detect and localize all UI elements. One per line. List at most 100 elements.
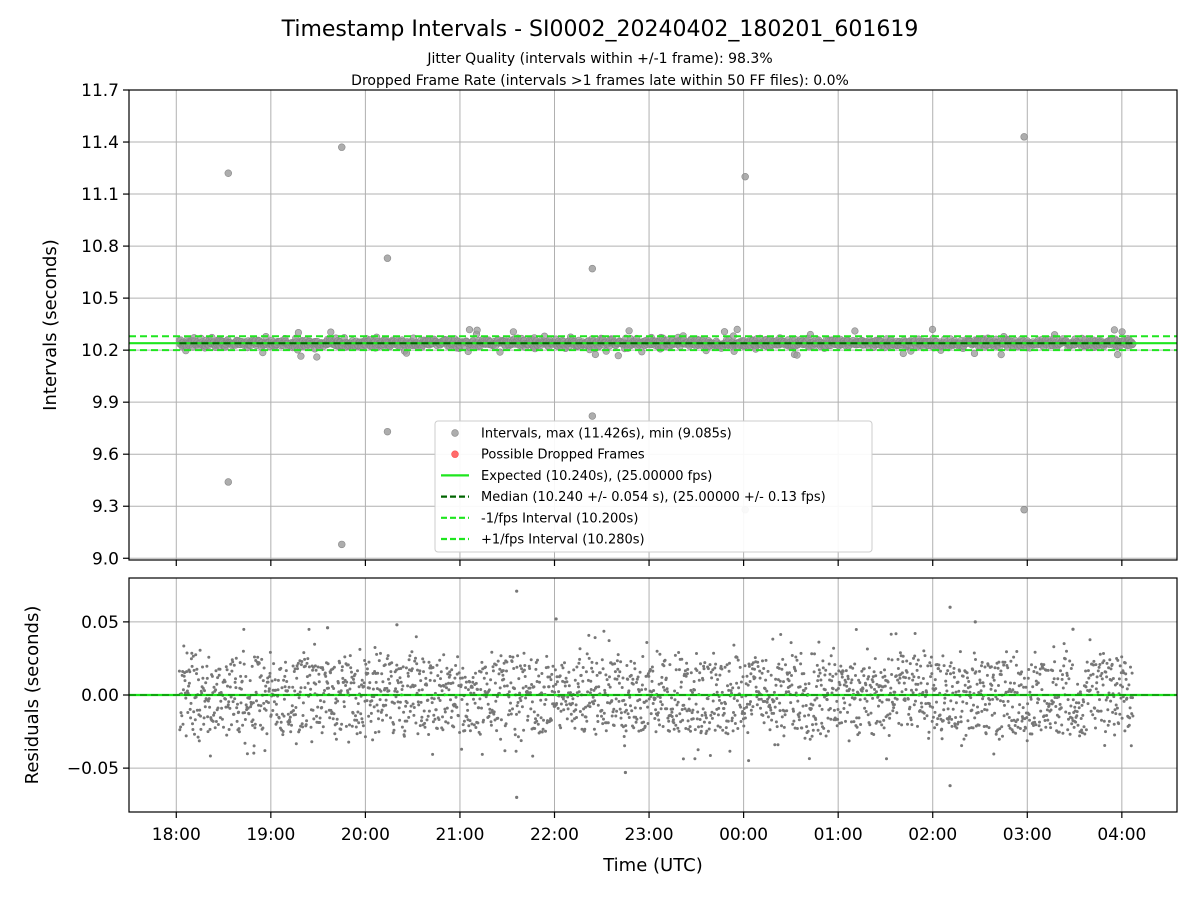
interval-point: [591, 350, 600, 359]
residual-point: [377, 659, 381, 663]
residual-point: [768, 728, 772, 732]
residual-point: [800, 726, 804, 730]
residual-point: [792, 709, 795, 713]
residual-point: [929, 655, 933, 659]
residual-point: [197, 678, 200, 682]
residual-point: [774, 677, 778, 681]
residual-point: [980, 709, 984, 713]
residual-point: [410, 650, 414, 654]
residual-point: [737, 686, 741, 690]
residual-point: [1127, 683, 1131, 687]
residual-point: [753, 667, 756, 671]
residual-point: [515, 665, 519, 669]
residual-point: [1011, 688, 1015, 692]
residual-point: [397, 706, 401, 710]
residual-point: [574, 708, 578, 712]
residual-point: [332, 712, 336, 716]
residual-point: [294, 706, 298, 709]
residual-point: [492, 710, 496, 714]
residual-point: [803, 714, 807, 718]
residual-point: [776, 743, 780, 747]
residual-point: [283, 685, 287, 689]
residual-point: [424, 676, 428, 680]
residual-point: [519, 739, 523, 743]
residual-point: [1129, 665, 1132, 669]
residual-point: [1128, 716, 1132, 720]
residual-point: [226, 684, 229, 688]
residual-point: [848, 703, 852, 707]
residual-point: [900, 723, 904, 727]
residual-point: [503, 684, 506, 688]
residual-point: [689, 671, 693, 675]
residual-point: [821, 666, 825, 670]
residual-point: [976, 705, 979, 709]
residual-point: [237, 710, 241, 714]
residual-point: [466, 688, 470, 692]
residual-point: [607, 683, 611, 687]
residual-point: [951, 707, 955, 711]
residual-point: [487, 714, 491, 718]
residual-point: [735, 699, 739, 703]
residual-point: [203, 689, 206, 693]
residual-point: [718, 725, 722, 729]
intervals-y-axis-label: Intervals (seconds): [40, 239, 61, 411]
residual-point: [523, 675, 527, 678]
residual-point: [1052, 645, 1056, 649]
residual-point: [268, 650, 272, 654]
residual-point: [569, 712, 573, 716]
residual-point: [205, 664, 209, 668]
residual-point: [608, 685, 612, 689]
residual-point: [577, 690, 581, 694]
residual-point: [544, 698, 548, 702]
residual-point: [265, 732, 269, 736]
residual-point: [427, 660, 431, 664]
residual-point: [668, 729, 671, 733]
residual-point: [864, 710, 868, 713]
residual-point: [503, 749, 507, 753]
residual-point: [274, 702, 278, 706]
residual-point: [963, 683, 967, 687]
residual-point: [1075, 714, 1079, 718]
residual-point: [872, 733, 876, 736]
residual-point: [512, 667, 516, 670]
residual-point: [453, 676, 457, 680]
residual-point: [1127, 723, 1131, 727]
residual-point: [239, 687, 243, 691]
residual-point: [1083, 732, 1087, 736]
residual-point: [753, 656, 757, 660]
residual-point: [237, 727, 241, 731]
residual-point: [253, 655, 256, 659]
residual-point: [873, 657, 877, 661]
residual-point: [352, 681, 356, 685]
residual-point: [601, 722, 605, 726]
residual-point: [600, 714, 603, 718]
residual-point: [438, 658, 442, 662]
residual-point: [369, 711, 373, 715]
residual-point: [1051, 680, 1055, 684]
residual-point: [910, 723, 914, 727]
residual-point: [840, 721, 844, 725]
residual-point: [551, 684, 555, 688]
residual-point: [191, 654, 195, 658]
residual-point: [913, 654, 917, 658]
residual-point: [1053, 660, 1057, 664]
residual-point: [267, 701, 270, 705]
intervals-ytick-label-8: 11.4: [81, 133, 119, 153]
interval-point: [327, 328, 335, 336]
residual-point: [697, 678, 701, 682]
residual-point: [387, 677, 390, 681]
residual-point: [702, 720, 706, 724]
residual-point: [1009, 681, 1012, 685]
residual-point: [629, 659, 633, 663]
residual-point: [259, 704, 263, 708]
residual-point: [188, 707, 192, 711]
residual-point: [513, 687, 516, 691]
residual-point: [193, 718, 197, 722]
residual-point: [1072, 725, 1076, 729]
residual-point: [179, 725, 183, 729]
interval-point: [970, 349, 979, 358]
residual-point: [811, 728, 815, 732]
residual-point: [719, 664, 723, 668]
interval-point: [793, 351, 801, 359]
residual-point: [958, 669, 962, 673]
